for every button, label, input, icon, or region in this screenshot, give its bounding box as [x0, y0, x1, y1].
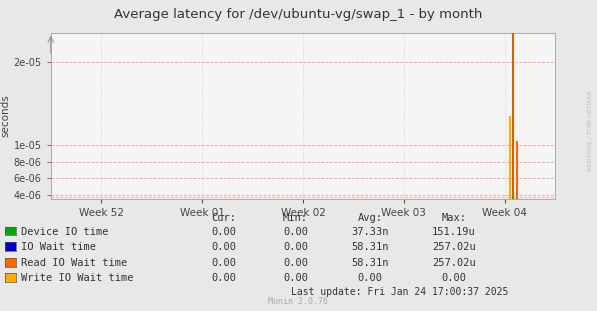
Text: 58.31n: 58.31n [352, 258, 389, 268]
Text: 0.00: 0.00 [211, 273, 236, 283]
Text: Device IO time: Device IO time [21, 227, 109, 237]
Text: 151.19u: 151.19u [432, 227, 476, 237]
Text: Cur:: Cur: [211, 213, 236, 223]
Text: Min:: Min: [283, 213, 308, 223]
Text: 0.00: 0.00 [283, 227, 308, 237]
Text: Last update: Fri Jan 24 17:00:37 2025: Last update: Fri Jan 24 17:00:37 2025 [291, 287, 509, 297]
Text: 58.31n: 58.31n [352, 242, 389, 252]
Text: 0.00: 0.00 [211, 258, 236, 268]
Text: IO Wait time: IO Wait time [21, 242, 96, 252]
Text: 257.02u: 257.02u [432, 258, 476, 268]
Text: RRDTOOL / TOBI OETIKER: RRDTOOL / TOBI OETIKER [588, 90, 593, 171]
Text: Munin 2.0.76: Munin 2.0.76 [269, 297, 328, 306]
Text: Read IO Wait time: Read IO Wait time [21, 258, 127, 268]
Text: 0.00: 0.00 [358, 273, 383, 283]
Text: 0.00: 0.00 [283, 258, 308, 268]
Text: 37.33n: 37.33n [352, 227, 389, 237]
Text: Avg:: Avg: [358, 213, 383, 223]
Text: 257.02u: 257.02u [432, 242, 476, 252]
Y-axis label: seconds: seconds [1, 95, 11, 137]
Text: 0.00: 0.00 [211, 227, 236, 237]
Text: 0.00: 0.00 [211, 242, 236, 252]
Text: 0.00: 0.00 [441, 273, 466, 283]
Text: 0.00: 0.00 [283, 242, 308, 252]
Text: 0.00: 0.00 [283, 273, 308, 283]
Text: Average latency for /dev/ubuntu-vg/swap_1 - by month: Average latency for /dev/ubuntu-vg/swap_… [114, 8, 483, 21]
Text: Write IO Wait time: Write IO Wait time [21, 273, 133, 283]
Text: Max:: Max: [441, 213, 466, 223]
